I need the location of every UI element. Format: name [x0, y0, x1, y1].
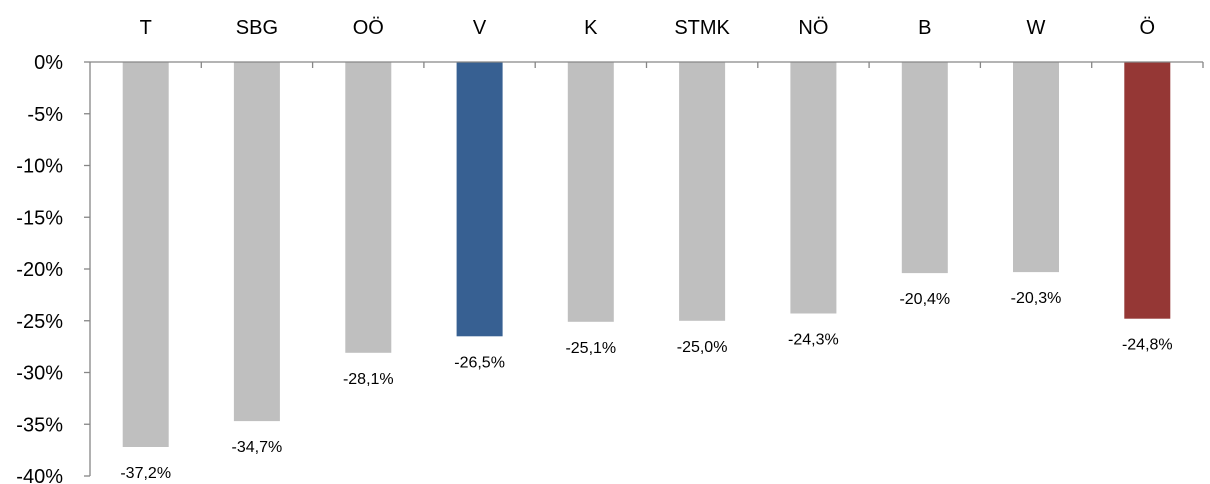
data-label: -24,8%: [1122, 337, 1173, 354]
category-label: Ö: [1140, 17, 1156, 39]
bar-9: [1013, 62, 1059, 273]
category-label: V: [473, 17, 487, 39]
bar-2: [233, 62, 280, 422]
y-tick-label: 0%: [34, 52, 63, 74]
category-label: NÖ: [798, 17, 828, 39]
bar-1: [122, 62, 169, 447]
bar-4: [456, 62, 503, 337]
y-tick-label: -40%: [16, 466, 63, 484]
y-tick-label: -25%: [16, 311, 63, 333]
y-tick-label: -15%: [16, 207, 63, 229]
data-label: -28,1%: [343, 371, 394, 388]
y-tick-label: -10%: [16, 156, 63, 178]
category-label: STMK: [674, 17, 730, 39]
data-label: -25,0%: [677, 339, 728, 356]
bar-10: [1124, 62, 1171, 319]
data-label: -34,7%: [232, 439, 283, 456]
y-tick-label: -20%: [16, 259, 63, 281]
bar-8: [901, 62, 948, 274]
category-label: T: [140, 17, 152, 39]
bar-7: [790, 62, 837, 314]
y-tick-label: -30%: [16, 363, 63, 385]
bar-6: [679, 62, 726, 321]
data-label: -24,3%: [788, 332, 839, 349]
category-label: OÖ: [353, 17, 384, 39]
data-label: -25,1%: [565, 340, 616, 357]
bar-5: [567, 62, 614, 322]
data-label: -20,3%: [1011, 290, 1062, 307]
data-label: -37,2%: [120, 465, 171, 482]
bar-3: [345, 62, 392, 353]
category-label: K: [584, 17, 598, 39]
category-label: SBG: [236, 17, 278, 39]
y-tick-label: -35%: [16, 414, 63, 436]
y-tick-label: -5%: [27, 104, 63, 126]
data-label: -26,5%: [454, 354, 505, 371]
category-label: B: [918, 17, 931, 39]
category-label: W: [1027, 17, 1046, 39]
data-label: -20,4%: [899, 291, 950, 308]
